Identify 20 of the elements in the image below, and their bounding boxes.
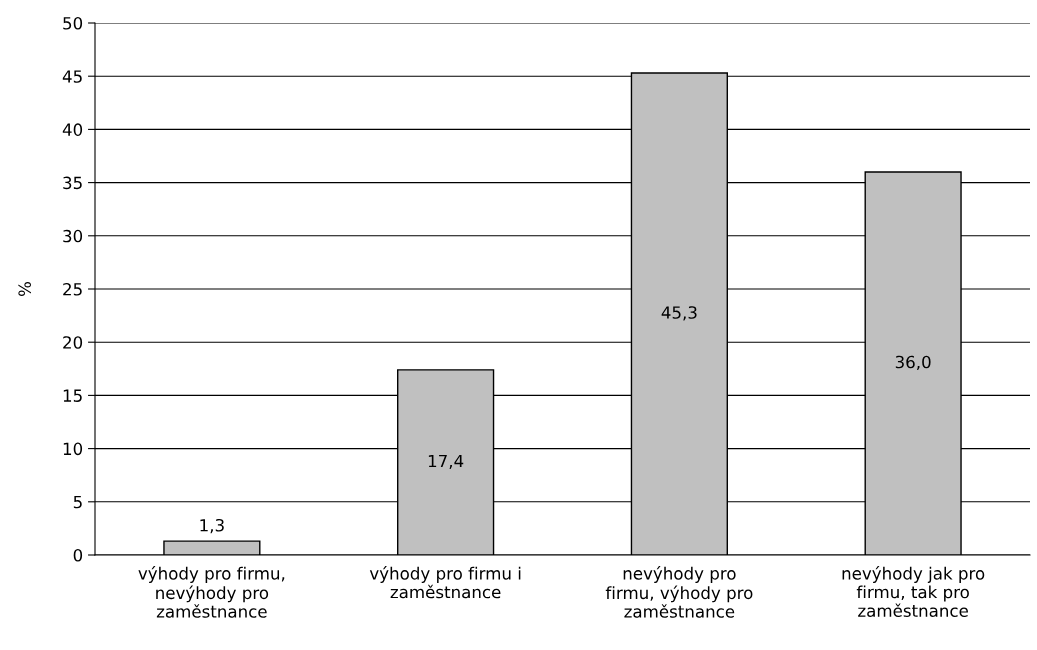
data-label: 36,0 [895, 355, 931, 371]
y-tick-label: 25 [63, 282, 82, 296]
x-tick-label: výhody pro firmu, nevýhody pro zaměstnance [138, 566, 285, 618]
y-tick-label: 0 [73, 548, 83, 562]
y-tick-label: 15 [63, 389, 82, 402]
y-axis-title: % [18, 282, 31, 296]
data-label: 45,3 [661, 306, 697, 321]
y-tick-label: 40 [62, 123, 83, 136]
x-tick-label: nevýhody pro firmu, výhody pro zaměstnance [605, 566, 753, 618]
y-tick-label: 5 [73, 495, 82, 509]
y-tick-label: 50 [63, 16, 83, 30]
x-tick-label: nevýhody jak pro firmu, tak pro zaměstnance [842, 566, 985, 617]
y-tick-label: 30 [63, 229, 83, 243]
y-tick-label: 10 [63, 442, 83, 456]
x-tick-label: výhody pro firmu i zaměstnance [369, 566, 521, 599]
y-tick-label: 35 [63, 176, 82, 190]
data-label: 1,3 [200, 518, 224, 534]
y-tick-label: 45 [62, 70, 82, 83]
data-label: 17,4 [428, 454, 464, 469]
y-tick-label: 20 [63, 336, 83, 349]
